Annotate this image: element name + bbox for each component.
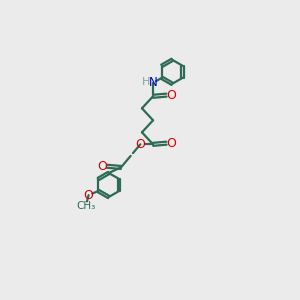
Text: O: O (98, 160, 107, 173)
Text: O: O (84, 189, 94, 202)
Text: O: O (135, 138, 145, 151)
Text: CH₃: CH₃ (77, 201, 96, 211)
Text: N: N (149, 76, 158, 89)
Text: H: H (142, 77, 150, 87)
Text: O: O (166, 137, 176, 150)
Text: O: O (166, 88, 176, 102)
